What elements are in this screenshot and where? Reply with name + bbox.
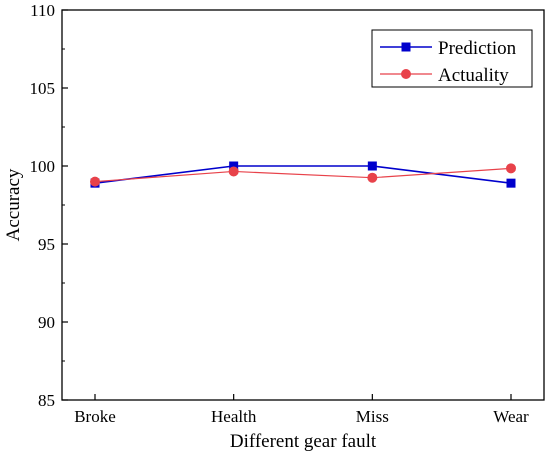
legend: Prediction Actuality bbox=[371, 29, 533, 88]
series-layer bbox=[90, 161, 516, 188]
y-tick-label: 110 bbox=[30, 1, 55, 20]
data-point-actuality bbox=[367, 172, 378, 183]
legend-marker-prediction bbox=[401, 42, 411, 52]
data-point-actuality bbox=[506, 163, 516, 174]
legend-box bbox=[371, 29, 533, 88]
data-point-prediction bbox=[506, 178, 516, 188]
series-line-actuality bbox=[94, 167, 512, 183]
legend-marker-actuality bbox=[401, 69, 411, 79]
x-axis-title: Different gear fault bbox=[230, 431, 377, 452]
data-point-actuality bbox=[90, 176, 100, 187]
y-tick-label: 90 bbox=[38, 313, 55, 332]
data-point-prediction bbox=[367, 161, 377, 171]
x-tick-label: Wear bbox=[493, 407, 529, 426]
y-tick-label: 95 bbox=[38, 235, 55, 254]
data-point-prediction bbox=[229, 161, 239, 171]
y-tick-label: 100 bbox=[30, 157, 56, 176]
x-axis: Broke Health Miss Wear bbox=[74, 394, 529, 426]
data-point-actuality bbox=[228, 166, 239, 177]
x-tick-label: Broke bbox=[74, 407, 116, 426]
x-tick-label: Miss bbox=[356, 407, 389, 426]
x-tick-label: Health bbox=[211, 407, 257, 426]
y-tick-label: 85 bbox=[38, 391, 55, 410]
y-axis-title: Accuracy bbox=[3, 168, 24, 241]
y-axis: 85 90 95 100 105 110 bbox=[30, 1, 68, 410]
legend-label-prediction: Prediction bbox=[438, 38, 517, 59]
legend-label-actuality: Actuality bbox=[438, 65, 509, 86]
y-tick-label: 105 bbox=[30, 79, 56, 98]
series-line-prediction bbox=[94, 165, 512, 184]
